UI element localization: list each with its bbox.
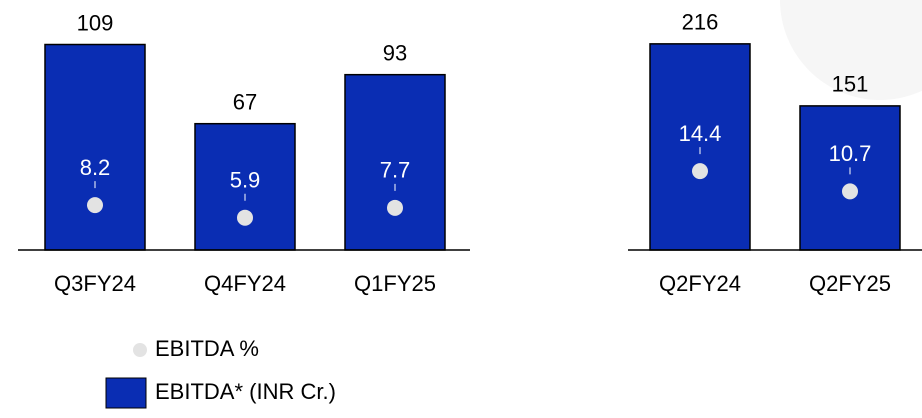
legend-swatch [105,377,147,409]
bar [649,43,751,251]
background-decoration [780,0,922,100]
x-tick-label: Q3FY24 [54,271,136,296]
percent-label: 8.2 [80,155,111,180]
x-tick-label: Q1FY25 [354,271,436,296]
value-label: 151 [832,72,869,97]
percent-label: 10.7 [829,141,872,166]
value-label: 93 [383,40,407,65]
legend-label: EBITDA* (INR Cr.) [155,379,336,404]
x-tick-label: Q2FY24 [659,271,741,296]
percent-label: 5.9 [230,168,261,193]
bar [799,105,901,251]
percent-dot [842,183,858,200]
percent-label: 14.4 [679,121,722,146]
value-label: 67 [233,90,257,115]
x-tick-label: Q4FY24 [204,271,286,296]
x-tick-label: Q2FY25 [809,271,891,296]
legend-label: EBITDA % [155,336,259,361]
percent-dot [387,199,403,216]
value-label: 109 [77,10,114,35]
percent-dot [237,209,253,226]
value-label: 216 [682,10,719,35]
percent-dot [87,197,103,214]
bar [194,122,296,251]
percent-label: 7.7 [380,158,411,183]
bar [44,43,146,251]
percent-dot [692,163,708,180]
legend-dot [133,343,147,357]
